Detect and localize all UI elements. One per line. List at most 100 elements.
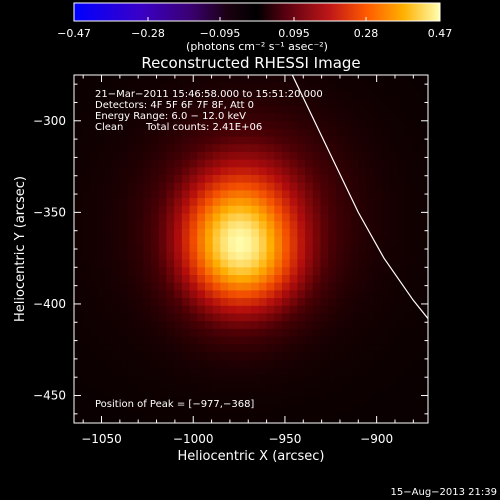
heatmap-cell [320,144,329,153]
heatmap-cell [258,313,268,322]
heatmap-cell [243,244,252,253]
heatmap-cell [343,321,352,330]
heatmap-cell [158,390,168,399]
heatmap-cell [328,382,337,391]
heatmap-cell [212,213,221,222]
heatmap-cell [320,344,329,353]
heatmap-cell [420,159,428,168]
heatmap-cell [412,136,422,145]
heatmap-cell [397,221,406,230]
heatmap-cell [204,275,214,284]
heatmap-cell [312,421,322,423]
heatmap-cell [366,344,376,353]
heatmap-cell [312,398,322,407]
heatmap-cell [166,90,175,99]
heatmap-cell [397,251,406,261]
heatmap-cell [143,398,152,407]
heatmap-cell [320,313,329,322]
heatmap-cell [351,298,360,307]
heatmap-cell [97,267,106,276]
heatmap-cell [359,367,368,376]
heatmap-cell [320,421,329,423]
heatmap-cell [89,267,98,276]
heatmap-cell [282,113,291,122]
heatmap-cell [389,413,399,422]
heatmap-cell [251,105,260,115]
heatmap-cell [421,429,429,437]
heatmap-cell [220,221,229,230]
heatmap-cell [320,151,329,161]
heatmap-cell [258,367,268,376]
heatmap-cell [220,305,229,315]
heatmap-cell [151,159,160,168]
heatmap-cell [374,236,383,245]
heatmap-cell [374,159,383,168]
heatmap-cell [158,159,168,168]
heatmap-cell [343,182,352,191]
heatmap-cell [274,298,283,307]
heatmap-cell [166,105,175,115]
heatmap-cell [89,336,98,345]
heatmap-cell [197,167,206,176]
heatmap-cell [258,151,268,161]
heatmap-cell [189,175,198,184]
heatmap-cell [412,113,422,122]
heatmap-cell [382,82,391,91]
heatmap-cell [243,267,252,276]
heatmap-cell [305,121,314,130]
heatmap-cell [359,259,368,268]
heatmap-cell [328,267,337,276]
heatmap-cell [258,205,268,215]
heatmap-cell [243,167,252,176]
heatmap-cell [243,105,252,115]
heatmap-cell [204,390,214,399]
heatmap-cell [389,251,399,261]
heatmap-cell [97,305,106,315]
heatmap-cell [74,82,83,91]
heatmap-cell [251,128,260,138]
heatmap-cell [343,298,352,307]
heatmap-cell [135,236,144,245]
heatmap-cell [382,282,391,291]
heatmap-cell [382,136,391,145]
heatmap-cell [158,321,168,330]
heatmap-cell [366,228,376,238]
heatmap-cell [120,290,129,299]
heatmap-cell [389,228,399,238]
heatmap-cell [320,282,329,291]
heatmap-cell [405,313,414,322]
heatmap-cell [181,398,191,407]
heatmap-cell [428,275,436,283]
heatmap-cell [251,175,260,184]
heatmap-cell [312,75,322,84]
heatmap-cell [104,182,114,191]
heatmap-cell [389,136,399,145]
heatmap-cell [251,321,260,330]
heatmap-cell [366,398,376,407]
heatmap-cell [166,175,175,184]
heatmap-cell [112,321,121,330]
heatmap-cell [166,228,175,238]
heatmap-cell [189,313,198,322]
heatmap-cell [405,159,414,168]
heatmap-cell [235,275,245,284]
heatmap-cell [81,344,90,353]
heatmap-cell [397,151,406,161]
heatmap-cell [251,236,260,245]
heatmap-cell [220,190,229,199]
heatmap-cell [97,313,106,322]
heatmap-cell [297,321,306,330]
heatmap-cell [420,113,428,122]
heatmap-cell [81,275,90,284]
heatmap-cell [220,198,229,207]
heatmap-cell [305,251,314,261]
heatmap-cell [112,198,121,207]
heatmap-cell [420,275,428,284]
heatmap-cell [235,390,245,399]
heatmap-cell [412,390,422,399]
heatmap-cell [282,221,291,230]
info-line-total-counts: Total counts: 2.41E+06 [145,122,262,133]
heatmap-cell [112,359,121,368]
heatmap-cell [228,151,237,161]
heatmap-cell [274,213,283,222]
